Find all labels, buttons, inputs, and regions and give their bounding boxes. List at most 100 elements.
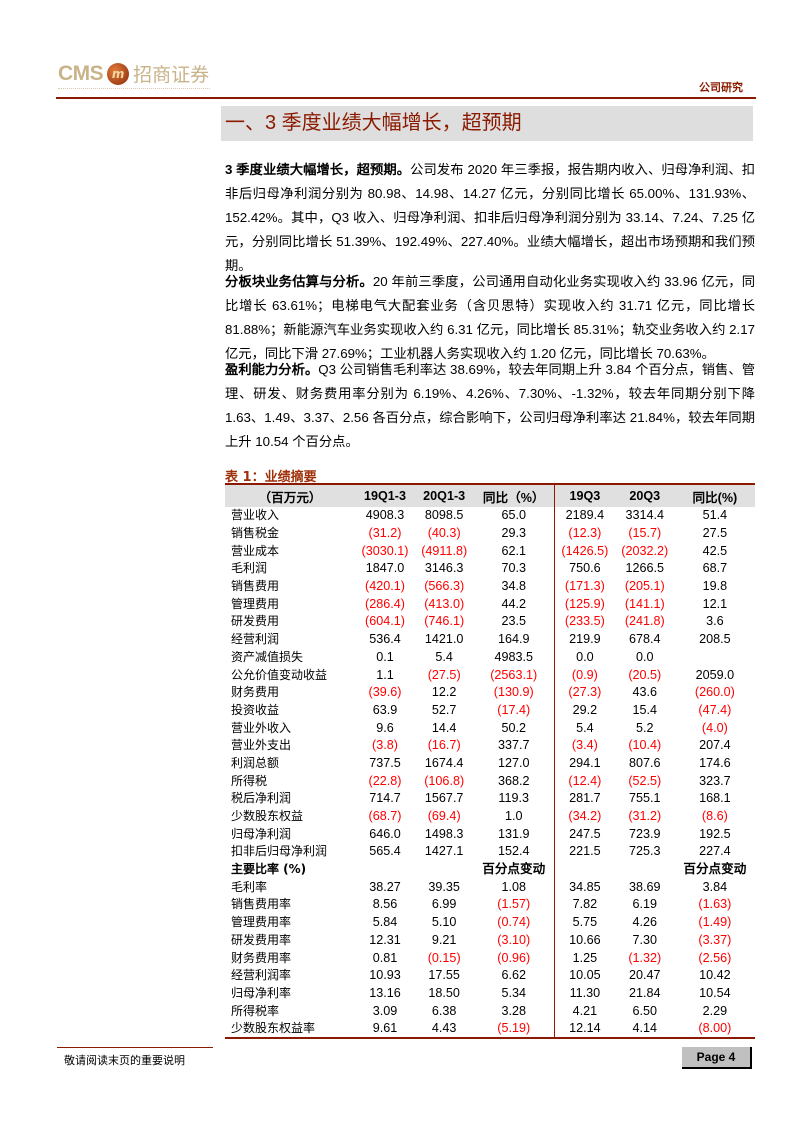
table-caption: 表 1：业绩摘要 — [225, 470, 317, 485]
table-row: 经营利润率 10.93 17.55 6.62 10.05 20.47 10.42 — [225, 966, 755, 985]
cell-value: (0.15) — [427, 950, 461, 965]
cell-value: 565.4 — [369, 844, 401, 859]
cell-value: (3.10) — [473, 931, 555, 950]
cell-value: 65.0 — [473, 507, 555, 525]
cell-value: (141.1) — [624, 596, 665, 611]
cell-value: 3.28 — [473, 1002, 555, 1020]
cell-value: (22.8) — [368, 773, 402, 788]
cell-value: 281.7 — [569, 791, 601, 806]
cell-value: (52.5) — [628, 773, 662, 788]
cell-value: 6.99 — [431, 897, 457, 912]
cell-value: 5.4 — [576, 720, 594, 735]
cell-value: 7.30 — [632, 932, 658, 947]
cell-value: 337.7 — [473, 736, 555, 755]
cell-value: (1.57) — [473, 896, 555, 914]
section-title: 一、3 季度业绩大幅增长，超预期 — [221, 106, 753, 141]
cell-value: 4983.5 — [473, 648, 555, 667]
paragraph-body: 20 年前三季度，公司通用自动化业务实现收入约 33.96 亿元，同比增长 63… — [225, 274, 755, 361]
cell-value: (604.1) — [365, 614, 405, 629]
cell-value: (5.19) — [473, 1019, 555, 1038]
cell-value: 34.8 — [473, 577, 555, 596]
table-row: 少数股东权益率 9.61 4.43 (5.19) 12.14 4.14 (8.00) — [225, 1019, 755, 1038]
header-divider — [56, 97, 756, 99]
cell-value: (15.7) — [628, 526, 662, 541]
cell-value: 29.3 — [473, 524, 555, 543]
cell-value: 755.1 — [629, 791, 661, 806]
cell-value: 6.19 — [632, 897, 658, 912]
logo-cn: 招商证券 — [133, 64, 210, 86]
cell-value: (125.9) — [564, 596, 605, 611]
cell-value: 368.2 — [473, 772, 555, 790]
row-label: 管理费用率 — [231, 915, 292, 930]
cell-value: (260.0) — [694, 685, 735, 700]
cell-value: (420.1) — [365, 579, 405, 594]
cell-value: (34.2) — [568, 809, 602, 824]
cell-value: 5.34 — [473, 984, 555, 1003]
table-row: 销售税金 (31.2) (40.3) 29.3 (12.3) (15.7) 27.5 — [225, 524, 755, 543]
cell-value: 50.2 — [473, 719, 555, 737]
cell-value: 2.29 — [702, 1003, 728, 1018]
cell-value: 14.4 — [431, 720, 457, 735]
table-row: 资产减值损失 0.1 5.4 4983.5 0.0 0.0 — [225, 648, 755, 667]
cell-value: 737.5 — [369, 755, 401, 770]
cell-value: 3.09 — [372, 1003, 398, 1018]
cell-value: 38.27 — [369, 879, 401, 894]
cell-value: (0.74) — [473, 913, 555, 932]
page-number: Page 4 — [682, 1047, 752, 1069]
table-row: 管理费用率 5.84 5.10 (0.74) 5.75 4.26 (1.49) — [225, 913, 755, 932]
cell-value — [415, 861, 474, 879]
cell-value: 131.9 — [473, 825, 555, 844]
cms-logo: CMS m 招商证券 — [58, 60, 209, 87]
row-label: 税后净利润 — [231, 791, 292, 806]
cell-value: (12.3) — [568, 526, 602, 541]
cell-value: 0.81 — [372, 950, 398, 965]
cell-value: (130.9) — [473, 683, 555, 702]
cell-value: 5.10 — [431, 915, 457, 930]
cell-value — [615, 861, 675, 879]
cell-value: 12.31 — [369, 932, 401, 947]
column-header: 同比（%） — [473, 484, 555, 507]
cell-value: 6.62 — [473, 966, 555, 985]
cell-value: 208.5 — [699, 632, 731, 647]
column-header: 19Q3 — [554, 484, 615, 507]
table-row: 财务费用率 0.81 (0.15) (0.96) 1.25 (1.32) (2.56) — [225, 949, 755, 967]
cell-value: 8.56 — [372, 897, 398, 912]
table-subheader-row: 主要比率 (%) 百分点变动 百分点变动 — [225, 860, 755, 879]
table-row: 营业外收入 9.6 14.4 50.2 5.4 5.2 (4.0) — [225, 719, 755, 737]
column-header: 20Q3 — [614, 484, 675, 507]
row-label: 研发费用率 — [231, 932, 292, 947]
row-label: 研发费用 — [231, 614, 280, 629]
cell-value: 4908.3 — [365, 508, 405, 523]
table-row: 经营利润 536.4 1421.0 164.9 219.9 678.4 208.5 — [225, 630, 755, 649]
cell-value: 百分点变动 — [683, 862, 747, 877]
row-label: 管理费用 — [231, 596, 280, 611]
cell-value: (68.7) — [368, 809, 402, 824]
row-label: 归母净利润 — [231, 826, 292, 841]
column-header: 20Q1-3 — [414, 484, 474, 507]
cell-value: 1674.4 — [424, 755, 464, 770]
table-row: 归母净利润 646.0 1498.3 131.9 247.5 723.9 192.5 — [225, 825, 755, 844]
cell-value: 1427.1 — [424, 844, 464, 859]
cell-value: (0.96) — [473, 949, 555, 967]
cell-value: 227.4 — [699, 844, 731, 859]
table-row: 归母净利率 13.16 18.50 5.34 11.30 21.84 10.54 — [225, 984, 755, 1003]
cell-value: 42.5 — [702, 543, 728, 558]
cell-value: 68.7 — [702, 561, 728, 576]
cell-value: (1.49) — [698, 915, 732, 930]
cell-value: (241.8) — [624, 614, 665, 629]
cell-value: (8.6) — [701, 809, 728, 824]
cell-value: 6.38 — [431, 1003, 457, 1018]
row-label: 销售费用 — [231, 579, 280, 594]
cell-value: 1.25 — [572, 950, 598, 965]
column-header: 19Q1-3 — [355, 484, 415, 507]
row-label: 营业收入 — [231, 508, 280, 523]
cell-value: 3314.4 — [625, 508, 665, 523]
cell-value: (20.5) — [628, 667, 662, 682]
cell-value: 807.6 — [629, 755, 661, 770]
cell-value: 750.6 — [569, 561, 601, 576]
paragraph-body: Q3 公司销售毛利率达 38.69%，较去年同期上升 3.84 个百分点，销售、… — [225, 362, 756, 449]
cell-value: 3146.3 — [424, 561, 464, 576]
cell-value: 1.1 — [376, 667, 394, 682]
row-label: 少数股东权益率 — [231, 1020, 316, 1035]
row-label: 毛利率 — [231, 879, 268, 894]
